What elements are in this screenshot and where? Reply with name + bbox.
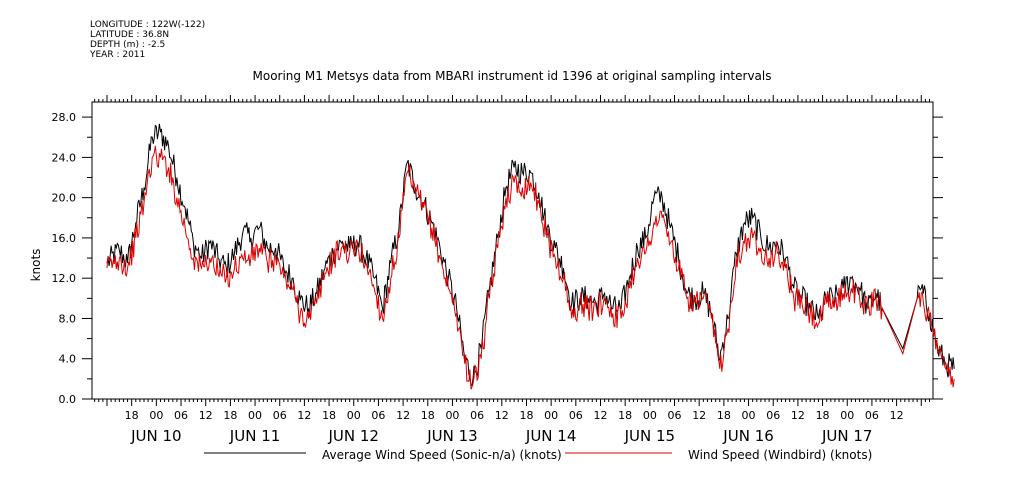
y-tick-label: 28.0 [52,111,77,124]
x-tick-label: 18 [421,409,435,422]
series-group [106,123,955,390]
legend-label-windbird: Wind Speed (Windbird) (knots) [688,448,872,462]
x-tick-label: 12 [199,409,213,422]
x-tick-label: 06 [174,409,188,422]
x-tick-label: 18 [125,409,139,422]
x-day-label: JUN 17 [821,427,872,445]
x-tick-label: 00 [742,409,756,422]
x-tick-labels: 18 00 06 12 18 00 06 12 18 00 06 12 18 00 06 12 18 00 06 12… [125,409,904,422]
x-day-label: JUN 12 [328,427,379,445]
x-day-label: JUN 14 [525,427,576,445]
y-tick-label: 12.0 [52,272,77,285]
x-day-label: JUN 11 [229,427,280,445]
x-tick-label: 00 [544,409,558,422]
depth-text: DEPTH (m) : -2.5 [90,40,166,50]
legend: Average Wind Speed (Sonic-n/a) (knots) W… [204,448,872,462]
x-tick-label: 12 [692,409,706,422]
x-day-label: JUN 13 [426,427,477,445]
x-tick-label: 06 [470,409,484,422]
chart-title: Mooring M1 Metsys data from MBARI instru… [253,69,772,83]
y-tick-label: 20.0 [52,192,77,205]
x-tick-label: 00 [840,409,854,422]
x-day-label: JUN 15 [624,427,675,445]
x-tick-label: 18 [519,409,533,422]
x-day-labels: JUN 10 JUN 11 JUN 12 JUN 13 JUN 14 JUN 15 JUN … [130,427,872,445]
legend-label-average: Average Wind Speed (Sonic-n/a) (knots) [322,448,562,462]
longitude-text: LONGITUDE : 122W(-122) [90,20,206,30]
metadata-block: LONGITUDE : 122W(-122) LATITUDE : 36.8N … [90,20,205,60]
y-tick-label: 24.0 [52,151,77,164]
x-tick-label: 12 [495,409,509,422]
x-tick-label: 12 [396,409,410,422]
series-line-0 [106,123,955,387]
x-tick-label: 06 [371,409,385,422]
x-tick-label: 00 [149,409,163,422]
x-tick-label: 06 [273,409,287,422]
x-tick-label: 06 [766,409,780,422]
x-tick-label: 00 [248,409,262,422]
x-tick-label: 00 [347,409,361,422]
x-tick-label: 06 [569,409,583,422]
x-tick-label: 06 [865,409,879,422]
x-tick-label: 18 [223,409,237,422]
axis-ticks [82,95,943,406]
series-line-1 [106,145,955,390]
x-tick-label: 12 [791,409,805,422]
x-tick-label: 06 [668,409,682,422]
x-tick-label: 12 [890,409,904,422]
y-tick-label: 8.0 [59,312,77,325]
year-text: YEAR : 2011 [90,50,146,60]
x-tick-label: 18 [618,409,632,422]
y-tick-label: 0.0 [59,393,77,406]
x-tick-label: 18 [816,409,830,422]
y-tick-label: 4.0 [59,353,77,366]
x-tick-label: 00 [445,409,459,422]
y-tick-labels: 0.0 4.0 8.0 12.0 16.0 20.0 24.0 28.0 [52,111,77,406]
latitude-text: LATITUDE : 36.8N [90,30,170,40]
x-tick-label: 18 [717,409,731,422]
y-tick-label: 16.0 [52,232,77,245]
x-tick-label: 18 [322,409,336,422]
y-axis-label: knots [29,249,43,282]
x-day-label: JUN 16 [722,427,773,445]
x-day-label: JUN 10 [130,427,181,445]
x-tick-label: 12 [297,409,311,422]
x-tick-label: 00 [643,409,657,422]
plot-frame [91,101,934,400]
x-tick-label: 12 [594,409,608,422]
